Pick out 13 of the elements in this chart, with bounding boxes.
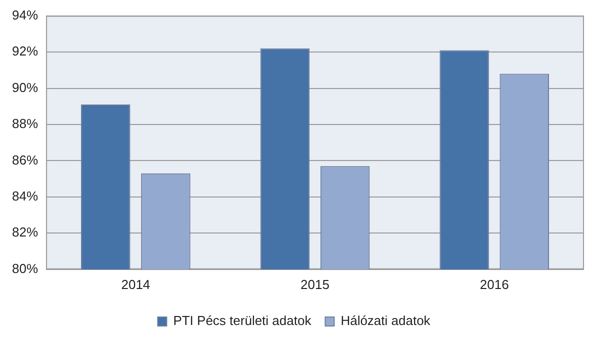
y-tick-label: 86%: [12, 152, 38, 168]
legend-label: PTI Pécs területi adatok: [173, 313, 312, 328]
y-tick-label: 88%: [12, 116, 38, 132]
y-tick-label: 92%: [12, 44, 38, 59]
x-tick-label: 2014: [121, 276, 150, 292]
legend-label: Hálózati adatok: [340, 313, 431, 328]
y-tick-label: 94%: [12, 7, 38, 22]
x-tick-label: 2016: [480, 276, 509, 292]
y-tick-label: 90%: [12, 80, 38, 95]
y-tick-label: 80%: [12, 260, 38, 276]
y-tick-label: 84%: [12, 188, 38, 204]
y-tick-label: 82%: [12, 224, 38, 240]
x-tick-label: 2015: [300, 276, 330, 292]
